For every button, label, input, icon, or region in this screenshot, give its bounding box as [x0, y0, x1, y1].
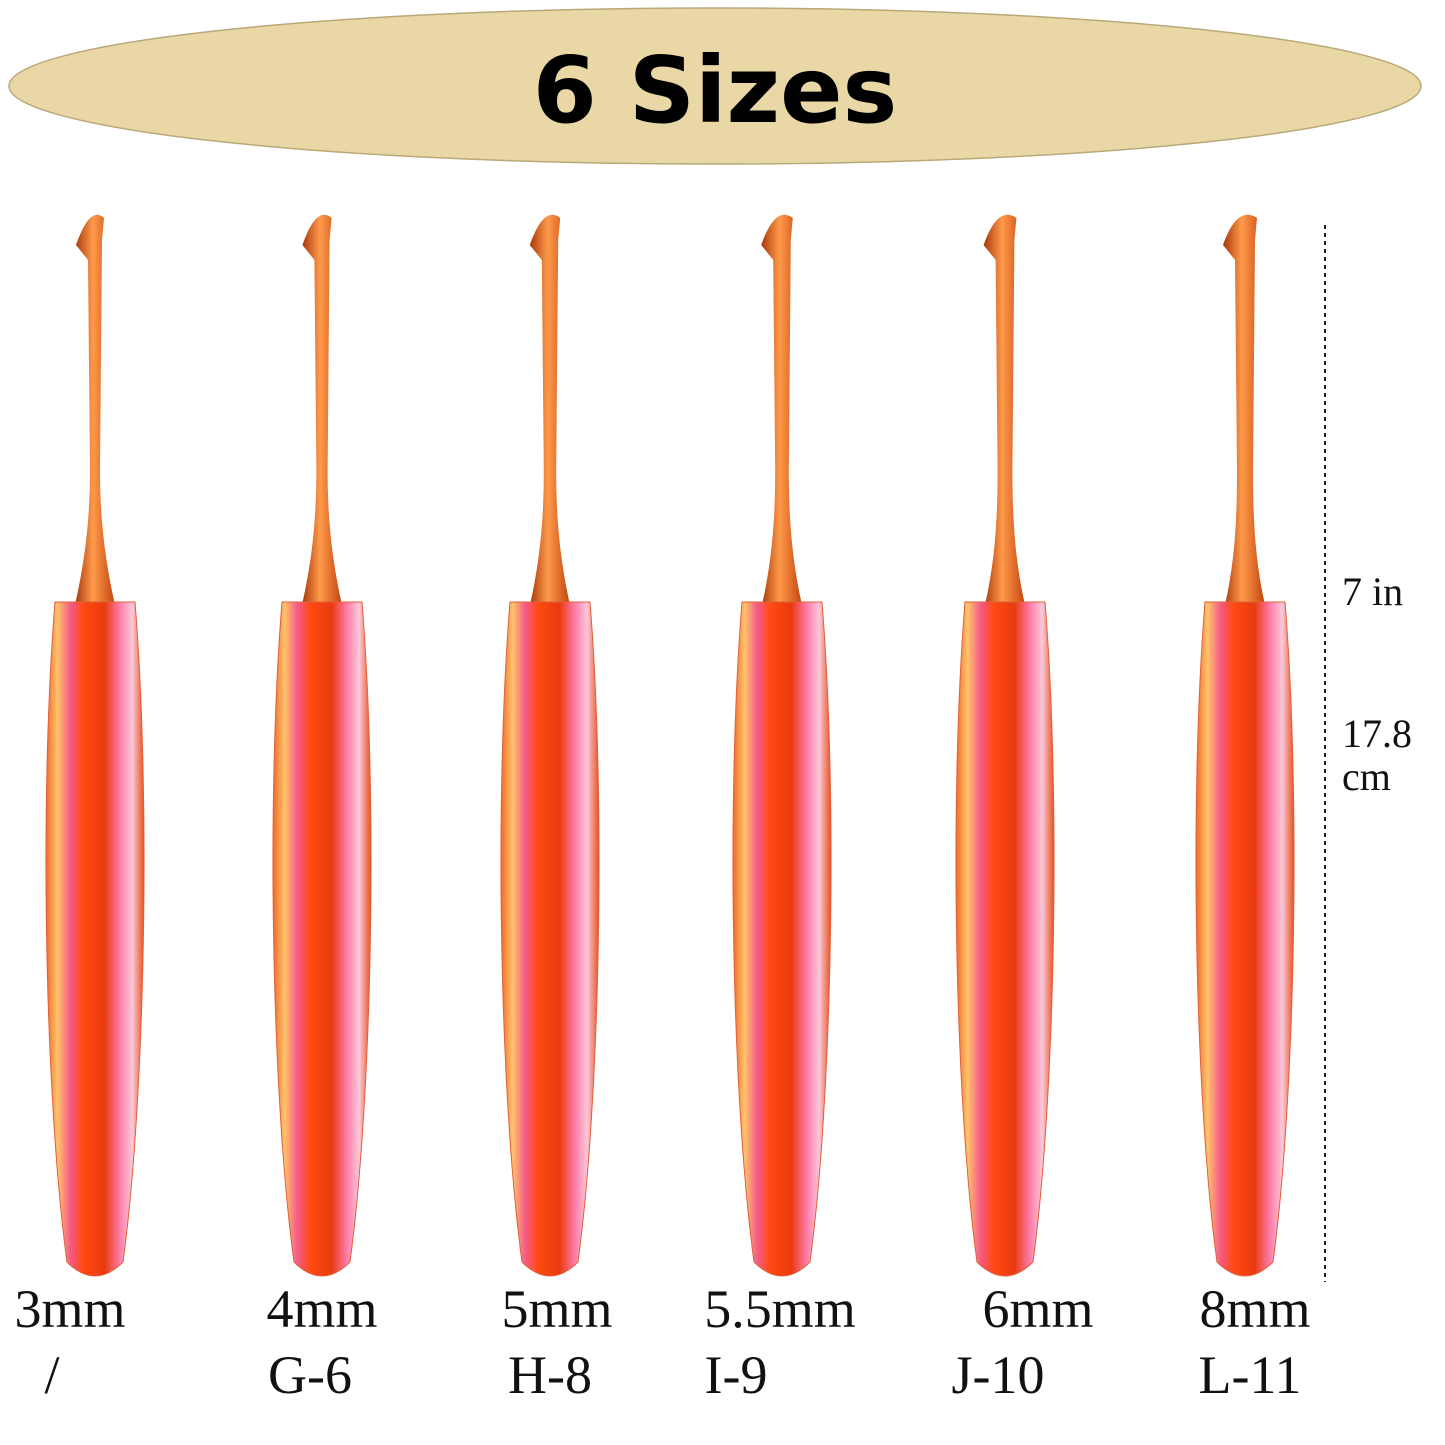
size-us: /: [44, 1345, 59, 1405]
hook-handle: [272, 601, 372, 1277]
size-metric: 8mm: [1199, 1279, 1310, 1339]
size-metric: 6mm: [982, 1279, 1093, 1339]
size-us: L-11: [1199, 1345, 1302, 1405]
dimension-inches: 7 in: [1342, 569, 1403, 614]
title: 6 Sizes: [533, 37, 898, 144]
hook-shaft: [529, 214, 570, 605]
size-metric: 4mm: [266, 1279, 377, 1339]
hook-shaft: [983, 214, 1025, 605]
hook-shaft: [761, 214, 802, 605]
size-metric: 5mm: [501, 1279, 612, 1339]
hook-handle: [1195, 601, 1295, 1277]
hook-handle: [500, 601, 600, 1277]
dimension-cm-value: 17.8: [1342, 711, 1412, 756]
size-us: I-9: [705, 1345, 768, 1405]
hook-shaft: [75, 214, 115, 605]
hook-shaft: [302, 214, 342, 605]
size-metric: 3mm: [14, 1279, 125, 1339]
title-banner: [8, 7, 1422, 165]
size-us: J-10: [952, 1345, 1045, 1405]
size-us: H-8: [508, 1345, 592, 1405]
size-metric: 5.5mm: [704, 1279, 856, 1339]
dimension-cm-unit: cm: [1342, 754, 1391, 799]
hook-handle: [732, 601, 832, 1277]
hook-handle: [45, 601, 145, 1277]
size-us: G-6: [268, 1345, 352, 1405]
hook-shaft: [1223, 214, 1265, 605]
hook-handle: [955, 601, 1055, 1277]
